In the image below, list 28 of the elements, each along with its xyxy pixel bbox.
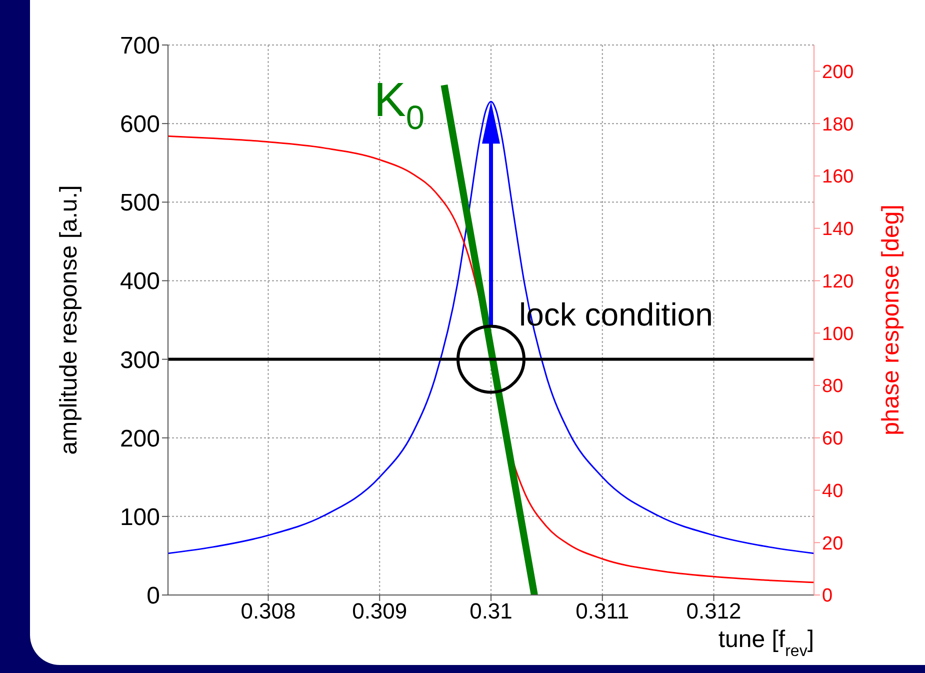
annotation: K$_{0}$ (374, 74, 425, 138)
y-tick-label: 700 (120, 32, 160, 60)
y2-tick-label: 200 (822, 62, 854, 83)
y2-axis-title: phase response [deg] (878, 204, 905, 436)
y2-tick-label: 20 (822, 533, 844, 554)
y-tick-label: 100 (120, 504, 160, 531)
y-tick-label: 400 (120, 268, 160, 296)
y-axis-title: amplitude response [a.u.] (56, 185, 83, 455)
y2-tick-label: 0 (822, 586, 833, 607)
y2-tick-label: 100 (822, 324, 854, 345)
y-tick-label: 0 (146, 582, 160, 610)
y2-tick-label: 180 (822, 114, 854, 136)
x-tick-label: 0.309 (352, 598, 408, 624)
x-tick-label: 0.312 (686, 598, 742, 624)
x-tick-label: 0.31 (470, 598, 512, 624)
y-tick-label: 500 (120, 190, 160, 217)
x-tick-label: 0.311 (576, 598, 630, 624)
y2-tick-label: 140 (822, 219, 854, 240)
y-tick-label: 200 (120, 425, 160, 452)
y2-tick-label: 120 (822, 271, 854, 292)
y2-tick-label: 160 (822, 166, 854, 188)
x-tick-label: 0.308 (240, 598, 296, 624)
y2-tick-label: 80 (822, 376, 844, 398)
y2-tick-label: 60 (822, 428, 844, 450)
y-tick-label: 600 (120, 111, 160, 138)
y2-tick-label: 40 (822, 480, 844, 502)
x-axis-title: tune [f$_{rev}$] (718, 626, 814, 660)
y-tick-label: 300 (120, 346, 160, 374)
